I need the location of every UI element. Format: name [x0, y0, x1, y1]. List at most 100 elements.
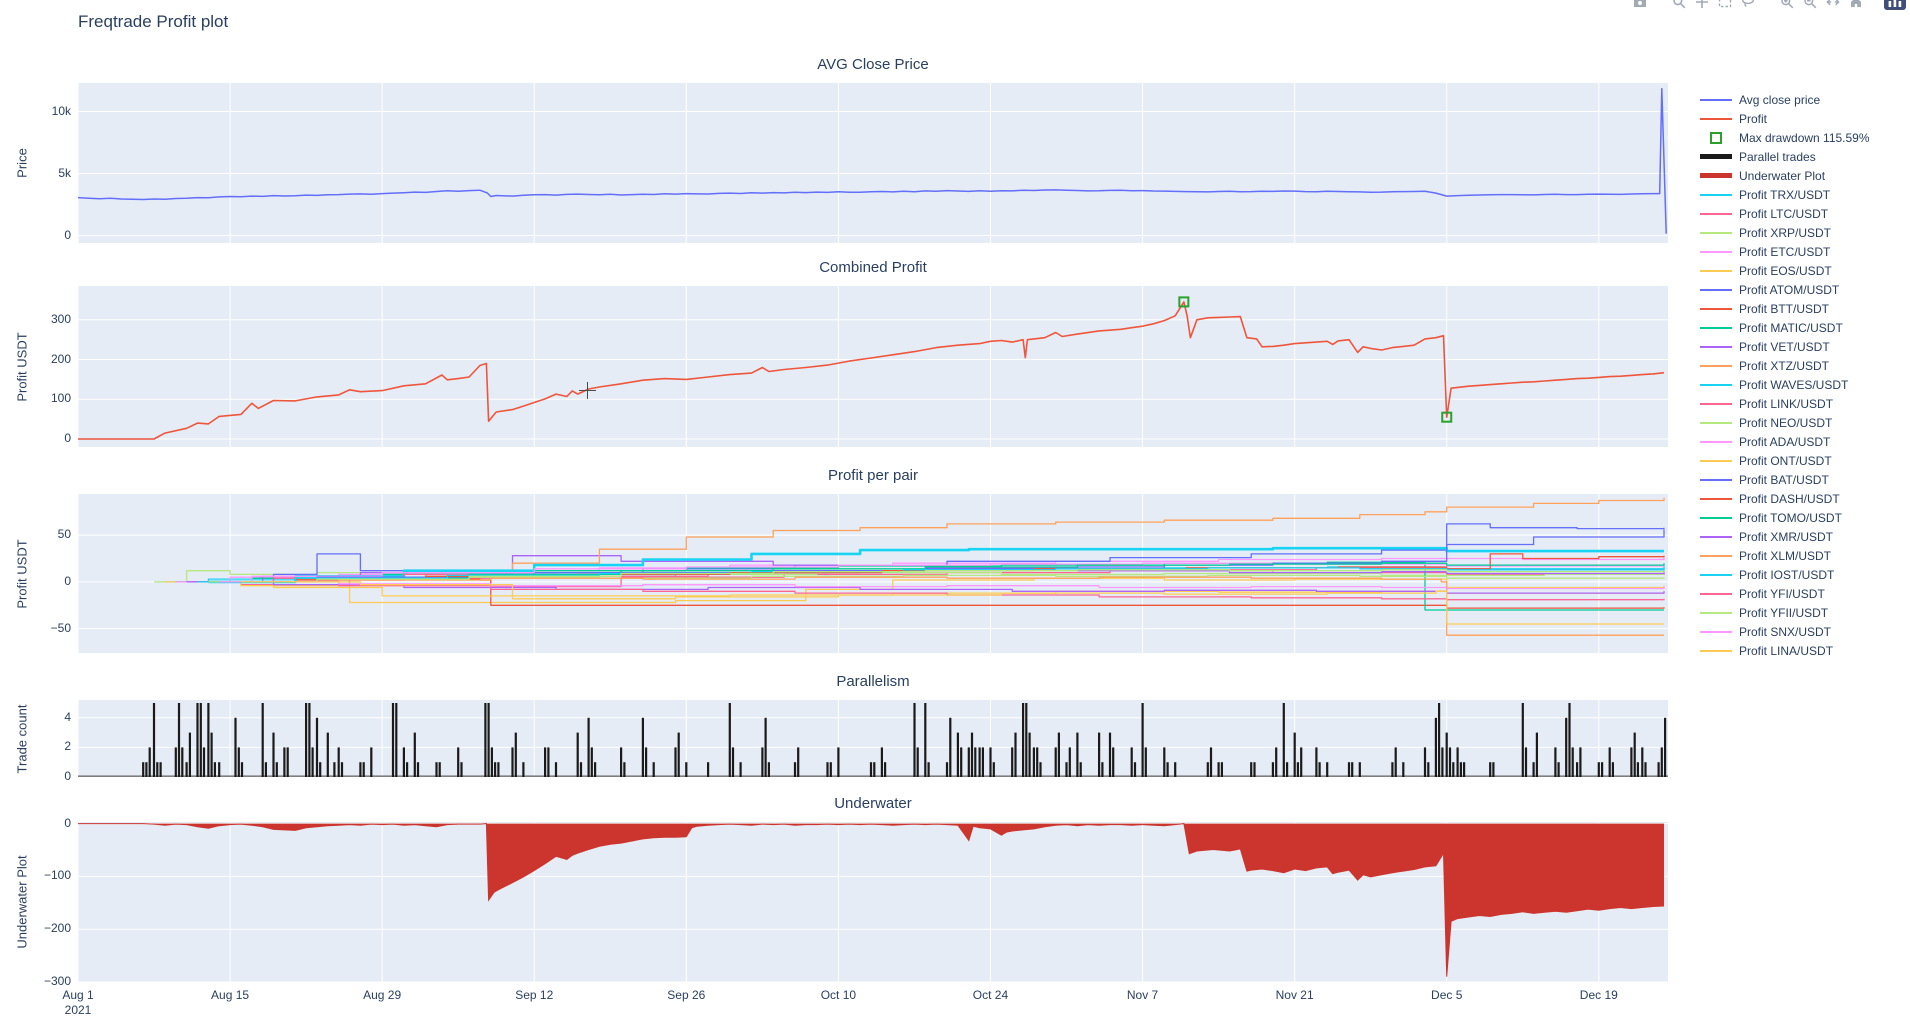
legend-item[interactable]: Profit BTT/USDT	[1700, 299, 1870, 318]
legend-item-label: Profit LINA/USDT	[1739, 643, 1834, 658]
legend-item[interactable]: Profit YFI/USDT	[1700, 584, 1870, 603]
camera-icon[interactable]	[1628, 0, 1651, 12]
subplot-combined-profit[interactable]	[78, 286, 1668, 447]
legend-item-label: Profit TRX/USDT	[1739, 187, 1831, 202]
legend-swatch-icon	[1700, 516, 1732, 519]
lasso-select-icon[interactable]	[1736, 0, 1759, 12]
y-tick-label: 0	[64, 815, 71, 830]
legend-item-label: Profit XLM/USDT	[1739, 548, 1832, 563]
legend-swatch-icon	[1700, 497, 1732, 500]
legend-item[interactable]: Profit ETC/USDT	[1700, 242, 1870, 261]
legend-item[interactable]: Max drawdown 115.59%	[1700, 128, 1870, 147]
x-tick-label: Aug 15	[211, 988, 250, 1002]
x-tick-label: Dec 5	[1431, 988, 1463, 1002]
legend-swatch-icon	[1700, 231, 1732, 234]
box-select-icon[interactable]	[1713, 0, 1736, 12]
legend-item[interactable]: Profit YFII/USDT	[1700, 603, 1870, 622]
legend-item-label: Profit ETC/USDT	[1739, 244, 1831, 259]
legend-item-label: Profit WAVES/USDT	[1739, 377, 1849, 392]
y-tick-label: 0	[64, 431, 71, 446]
legend-item[interactable]: Profit ATOM/USDT	[1700, 280, 1870, 299]
legend-item-label: Underwater Plot	[1739, 168, 1826, 183]
y-tick-label: 10k	[51, 103, 71, 118]
subplot-parallelism[interactable]	[78, 700, 1668, 777]
subplot-title-underwater: Underwater	[834, 795, 912, 812]
legend-item[interactable]: Profit SNX/USDT	[1700, 622, 1870, 641]
modebar	[1628, 0, 1906, 12]
legend-item-label: Profit XMR/USDT	[1739, 529, 1834, 544]
legend-item-label: Profit ATOM/USDT	[1739, 282, 1840, 297]
legend-swatch-icon	[1700, 611, 1732, 614]
subplot-underwater[interactable]	[78, 822, 1668, 982]
legend-swatch-icon	[1700, 421, 1732, 424]
legend-item[interactable]: Profit ADA/USDT	[1700, 432, 1870, 451]
legend-item[interactable]: Profit WAVES/USDT	[1700, 375, 1870, 394]
legend-swatch-icon	[1700, 288, 1732, 291]
reset-axes-icon[interactable]	[1844, 0, 1867, 12]
x-tick-label: Nov 7	[1126, 988, 1159, 1002]
legend-item[interactable]: Avg close price	[1700, 90, 1870, 109]
legend-item[interactable]: Profit XRP/USDT	[1700, 223, 1870, 242]
legend-item[interactable]: Profit LINA/USDT	[1700, 641, 1870, 660]
legend-item[interactable]: Profit XMR/USDT	[1700, 527, 1870, 546]
legend-swatch-icon	[1700, 592, 1732, 595]
legend-item[interactable]: Profit IOST/USDT	[1700, 565, 1870, 584]
subplot-avg-close-price[interactable]	[78, 83, 1668, 243]
autoscale-icon[interactable]	[1821, 0, 1844, 12]
y-tick-label: 5k	[58, 165, 71, 180]
legend-item[interactable]: Profit DASH/USDT	[1700, 489, 1870, 508]
legend-swatch-icon	[1700, 173, 1732, 178]
legend-item-label: Profit TOMO/USDT	[1739, 510, 1842, 525]
legend-item[interactable]: Profit LINK/USDT	[1700, 394, 1870, 413]
legend-item[interactable]: Profit ONT/USDT	[1700, 451, 1870, 470]
pan-icon[interactable]	[1690, 0, 1713, 12]
legend-item[interactable]: Profit XTZ/USDT	[1700, 356, 1870, 375]
legend-item[interactable]: Profit XLM/USDT	[1700, 546, 1870, 565]
y-tick-label: 0	[64, 573, 71, 588]
legend-swatch-icon	[1700, 383, 1732, 386]
legend-item[interactable]: Profit NEO/USDT	[1700, 413, 1870, 432]
legend-item[interactable]: Profit EOS/USDT	[1700, 261, 1870, 280]
legend-item-label: Profit XRP/USDT	[1739, 225, 1832, 240]
max-drawdown-marker-icon	[1700, 131, 1732, 144]
zoom-icon[interactable]	[1667, 0, 1690, 12]
legend-item-label: Profit XTZ/USDT	[1739, 358, 1830, 373]
legend-item[interactable]: Underwater Plot	[1700, 166, 1870, 185]
legend-swatch-icon	[1700, 307, 1732, 310]
x-tick-label: Dec 19	[1579, 988, 1618, 1002]
legend-item-label: Profit YFII/USDT	[1739, 605, 1829, 620]
legend-item[interactable]: Profit BAT/USDT	[1700, 470, 1870, 489]
legend-swatch-icon	[1700, 478, 1732, 481]
legend-swatch-icon	[1700, 250, 1732, 253]
legend-swatch-icon	[1700, 269, 1732, 272]
legend: Avg close price Profit Max drawdown 115.59…	[1700, 90, 1870, 660]
legend-item-label: Avg close price	[1739, 92, 1821, 107]
subplot-profit-per-pair[interactable]	[78, 494, 1668, 653]
x-tick-label: Oct 10	[820, 988, 857, 1002]
legend-item-label: Max drawdown 115.59%	[1739, 130, 1870, 145]
legend-item[interactable]: Profit TRX/USDT	[1700, 185, 1870, 204]
legend-item[interactable]: Profit LTC/USDT	[1700, 204, 1870, 223]
legend-swatch-icon	[1700, 154, 1732, 159]
zoom-in-icon[interactable]	[1775, 0, 1798, 12]
y-tick-label: 200	[50, 351, 71, 366]
legend-item[interactable]: Profit TOMO/USDT	[1700, 508, 1870, 527]
legend-item[interactable]: Parallel trades	[1700, 147, 1870, 166]
x-tick-label: Sep 12	[515, 988, 554, 1002]
legend-item[interactable]: Profit VET/USDT	[1700, 337, 1870, 356]
legend-swatch-icon	[1700, 212, 1732, 215]
y-tick-label: 300	[50, 311, 71, 326]
legend-item-label: Profit LTC/USDT	[1739, 206, 1829, 221]
legend-item-label: Profit YFI/USDT	[1739, 586, 1825, 601]
legend-swatch-icon	[1700, 402, 1732, 405]
legend-item[interactable]: Profit	[1700, 109, 1870, 128]
legend-item-label: Profit SNX/USDT	[1739, 624, 1832, 639]
x-tick-label: Aug 1 2021	[62, 988, 94, 1017]
zoom-out-icon[interactable]	[1798, 0, 1821, 12]
plotly-logo[interactable]	[1883, 0, 1906, 12]
legend-item-label: Profit VET/USDT	[1739, 339, 1830, 354]
y-tick-label: −200	[43, 921, 71, 936]
x-tick-label: Sep 26	[667, 988, 706, 1002]
legend-item[interactable]: Profit MATIC/USDT	[1700, 318, 1870, 337]
